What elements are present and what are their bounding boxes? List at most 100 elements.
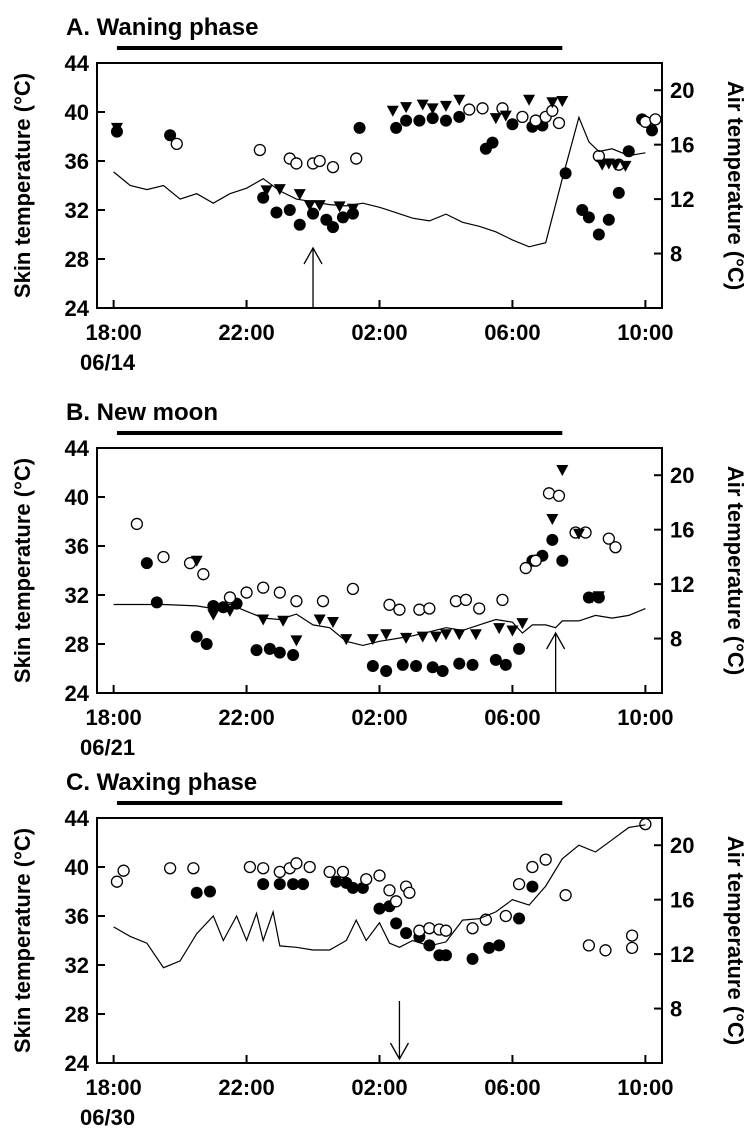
open-circle-point [273, 586, 286, 599]
filled-triangle-point [313, 614, 326, 626]
open-circle-point [625, 929, 639, 942]
open-circle-point [602, 532, 615, 545]
filled-circle-point [257, 878, 270, 891]
filled-triangle-point [556, 95, 569, 107]
filled-circle-point [287, 878, 300, 891]
filled-circle-point [466, 952, 479, 965]
y-right-tick-label: 20 [670, 833, 694, 858]
y-right-tick-label: 20 [670, 463, 694, 488]
x-tick-label: 22:00 [218, 705, 274, 730]
x-tick-label: 10:00 [617, 705, 673, 730]
filled-triangle-point [439, 629, 452, 641]
open-circle-point [389, 895, 403, 908]
x-tick-label: 18:00 [85, 705, 141, 730]
open-circle-point [253, 143, 267, 157]
filled-triangle-point [489, 113, 502, 125]
y-right-tick-label: 8 [670, 627, 682, 652]
x-tick-label: 06:00 [484, 1075, 540, 1100]
filled-triangle-point [453, 94, 466, 106]
y-left-tick-label: 40 [65, 485, 89, 510]
event-arrow-head [389, 1042, 410, 1061]
filled-circle-point [493, 939, 506, 952]
open-circle-point [303, 860, 316, 874]
open-circle-point [383, 884, 396, 897]
filled-circle-point [390, 917, 403, 930]
y-right-tick-label: 12 [670, 187, 694, 212]
air-temperature-line [113, 115, 646, 248]
filled-circle-point [307, 207, 320, 220]
filled-circle-point [506, 118, 519, 131]
filled-circle-point [366, 660, 379, 673]
x-tick-label: 22:00 [218, 320, 274, 345]
filled-triangle-point [303, 200, 316, 212]
filled-triangle-point [207, 609, 220, 621]
open-circle-point [240, 586, 253, 599]
filled-circle-point [546, 533, 559, 546]
open-circle-point [639, 817, 652, 831]
chart-panel-2: C. Waxing phase 24 28 32 36 40 44 8 12 16 20 18:00 2… [10, 769, 748, 1130]
filled-circle-point [390, 121, 403, 134]
filled-circle-point [263, 642, 276, 655]
chart-panel-1: B. New moon 24 28 32 36 40 44 8 12 16 20 18:00 22:00… [10, 399, 748, 760]
open-circle-point [326, 160, 340, 174]
filled-triangle-point [110, 122, 123, 134]
y-left-tick-label: 24 [65, 296, 90, 321]
open-circle-point [257, 581, 270, 594]
y-right-tick-label: 12 [670, 942, 694, 967]
filled-triangle-point [506, 625, 519, 637]
filled-circle-point [592, 228, 605, 241]
y-right-tick-label: 12 [670, 572, 694, 597]
filled-circle-point [207, 600, 220, 613]
open-circle-point [639, 115, 652, 128]
panel-title: A. Waning phase [66, 14, 258, 41]
y-left-tick-label: 36 [65, 149, 89, 174]
event-arrow-head [546, 631, 566, 650]
filled-circle-point [602, 213, 615, 226]
filled-triangle-point [516, 618, 529, 630]
y-right-tick-label: 16 [670, 133, 694, 158]
y-right-tick-label: 8 [670, 997, 682, 1022]
y-right-tick-label: 16 [670, 888, 694, 913]
open-circle-point [539, 853, 552, 866]
filled-triangle-point [493, 623, 506, 635]
filled-triangle-point [416, 99, 429, 111]
filled-circle-point [439, 114, 452, 127]
date-label: 06/21 [80, 735, 135, 760]
filled-circle-point [326, 221, 339, 234]
panel-title: C. Waxing phase [66, 769, 257, 796]
filled-circle-point [373, 902, 386, 915]
open-circle-point [466, 922, 479, 935]
open-circle-point [413, 603, 426, 616]
filled-triangle-point [572, 528, 585, 540]
filled-circle-point [426, 112, 439, 125]
filled-triangle-point [190, 555, 203, 567]
x-tick-label: 06:00 [484, 320, 540, 345]
filled-circle-point [204, 885, 216, 898]
filled-triangle-point [619, 160, 632, 172]
filled-circle-point [190, 630, 203, 643]
filled-triangle-point [609, 159, 622, 171]
open-circle-point [499, 909, 512, 923]
x-tick-label: 10:00 [617, 1075, 673, 1100]
filled-circle-point [250, 644, 263, 657]
y-left-tick-label: 28 [65, 632, 89, 657]
filled-triangle-point [273, 184, 286, 196]
open-circle-point [423, 922, 436, 935]
filled-triangle-point [223, 605, 236, 617]
filled-circle-point [190, 886, 203, 899]
y-left-axis-title: Skin temperature (°C) [10, 828, 35, 1053]
open-circle-point [197, 568, 210, 581]
open-circle-point [257, 862, 270, 875]
open-circle-point [552, 489, 566, 502]
filled-circle-point [453, 110, 466, 123]
open-circle-point [609, 541, 622, 554]
filled-triangle-point [430, 631, 442, 643]
filled-circle-point [200, 638, 213, 650]
open-circle-point [290, 157, 303, 170]
filled-circle-point [426, 661, 439, 674]
filled-circle-point [486, 136, 499, 149]
filled-circle-point [164, 129, 177, 142]
open-circle-point [582, 939, 596, 952]
filled-circle-point [380, 664, 393, 677]
open-circle-point [187, 862, 200, 875]
